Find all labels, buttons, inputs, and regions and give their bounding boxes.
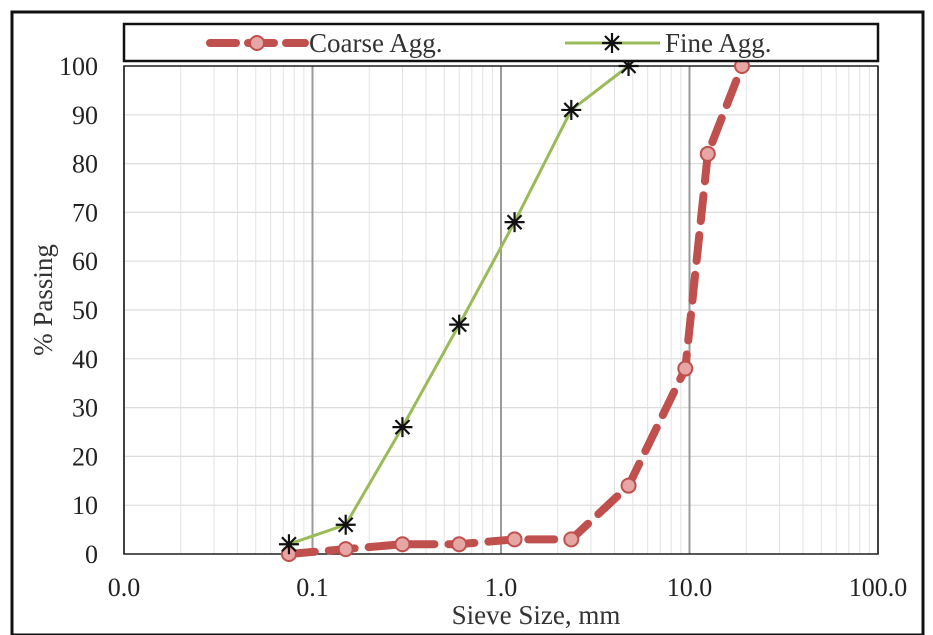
x-axis-title: Sieve Size, mm: [452, 600, 621, 630]
y-axis-ticks: 0 10 20 30 40 50 60 70 80 90 100: [59, 52, 98, 569]
x-tick-label: 0.0: [108, 573, 141, 602]
y-tick-label: 10: [72, 491, 98, 520]
legend-item-coarse: Coarse Agg.: [206, 28, 442, 58]
y-tick-label: 50: [72, 296, 98, 325]
data-point-fine: [561, 99, 582, 120]
data-point-fine: [335, 514, 356, 535]
x-tick-label: 1.0: [485, 573, 518, 602]
y-tick-label: 90: [72, 101, 98, 130]
series-line-coarse: [284, 62, 746, 558]
data-point-coarse: [620, 477, 637, 494]
x-axis-ticks: 0.0 0.1 1.0 10.0 100.0: [108, 573, 908, 602]
data-point-stroke: [451, 316, 467, 333]
x-tick-label: 10.0: [667, 573, 713, 602]
y-tick-label: 100: [59, 52, 98, 81]
data-point-stroke: [506, 214, 523, 230]
data-point-fine: [504, 212, 525, 233]
data-point-coarse: [451, 536, 468, 553]
plot-area-border: [123, 65, 879, 555]
data-point-stroke: [281, 536, 297, 553]
data-point-coarse: [677, 360, 694, 377]
legend: Coarse Agg. Fine Agg.: [122, 22, 880, 63]
y-tick-label: 80: [72, 150, 98, 179]
data-point-coarse: [394, 536, 411, 553]
series-0: [280, 58, 751, 562]
data-point-fine: [392, 417, 413, 438]
y-axis-title: % Passing: [28, 244, 58, 356]
data-point-coarse: [337, 541, 354, 558]
y-tick-label: 70: [72, 198, 98, 227]
y-tick-label: 0: [85, 540, 98, 569]
data-point-coarse: [699, 145, 716, 162]
x-tick-label: 0.1: [296, 573, 329, 602]
x-tick-label: 100.0: [849, 573, 908, 602]
series-1: [278, 56, 639, 555]
data-point-stroke: [394, 419, 411, 435]
series-layer: [278, 56, 751, 562]
data-point-coarse: [563, 531, 580, 548]
y-tick-label: 20: [72, 442, 98, 471]
data-point-fine: [449, 314, 470, 335]
legend-item-fine: Fine Agg.: [565, 28, 772, 58]
legend-coarse-label: Coarse Agg.: [309, 28, 442, 58]
legend-fine-label: Fine Agg.: [665, 28, 772, 58]
data-point-stroke: [563, 102, 580, 118]
y-tick-label: 30: [72, 394, 98, 423]
y-tick-label: 40: [72, 345, 98, 374]
data-point-fine: [278, 534, 299, 555]
y-tick-label: 60: [72, 247, 98, 276]
legend-fine-marker: [602, 33, 622, 53]
data-point-stroke: [337, 516, 354, 533]
chart-frame: [10, 10, 925, 635]
legend-coarse-marker: [249, 35, 265, 51]
data-point-coarse: [506, 531, 523, 548]
